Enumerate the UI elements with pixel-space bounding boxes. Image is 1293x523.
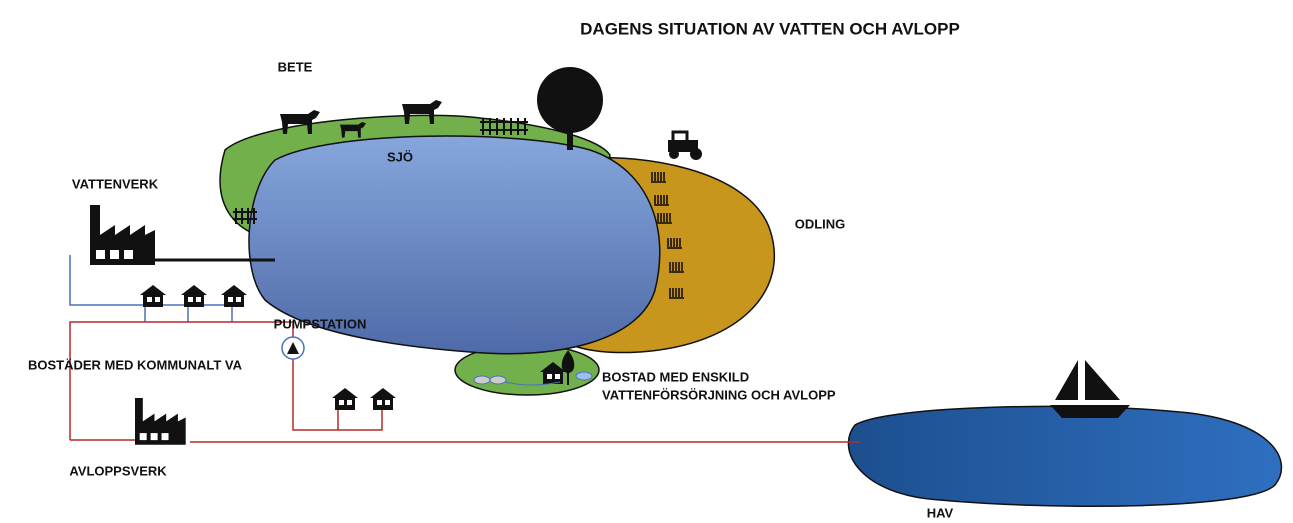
label: SJÖ (387, 149, 413, 164)
house (140, 285, 166, 307)
label: VATTENFÖRSÖRJNING OCH AVLOPP (602, 387, 836, 402)
tractor (668, 132, 702, 160)
label: BETE (278, 59, 313, 74)
house (221, 285, 247, 307)
tree-crown (537, 67, 603, 133)
label: BOSTAD MED ENSKILD (602, 369, 749, 384)
house (370, 388, 396, 410)
house (332, 388, 358, 410)
label: PUMPSTATION (274, 316, 367, 331)
label: ODLING (795, 216, 846, 231)
house (181, 285, 207, 307)
title: DAGENS SITUATION AV VATTEN OCH AVLOPP (580, 19, 960, 38)
label: BOSTÄDER MED KOMMUNALT VA (28, 357, 243, 372)
water-pipe (145, 305, 232, 322)
sea (848, 406, 1281, 506)
sewage-plant (135, 398, 186, 445)
label: AVLOPPSVERK (69, 463, 167, 478)
boat (1050, 360, 1130, 418)
label: HAV (927, 505, 954, 520)
diagram: DAGENS SITUATION AV VATTEN OCH AVLOPP BE… (0, 0, 1293, 523)
waterworks (90, 205, 155, 265)
label: VATTENVERK (72, 176, 159, 191)
